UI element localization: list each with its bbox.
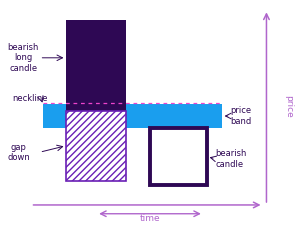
- Bar: [66, 20, 126, 110]
- Bar: [66, 110, 126, 181]
- Text: gap
down: gap down: [7, 143, 30, 162]
- Bar: [66, 110, 126, 181]
- Text: price
band: price band: [231, 106, 252, 126]
- Bar: [150, 128, 207, 185]
- Text: price: price: [284, 95, 293, 117]
- Bar: [43, 104, 222, 128]
- Text: bearish
candle: bearish candle: [216, 149, 247, 169]
- Text: bearish
long
candle: bearish long candle: [8, 43, 39, 73]
- Text: time: time: [140, 214, 160, 223]
- Text: neckline: neckline: [13, 94, 48, 103]
